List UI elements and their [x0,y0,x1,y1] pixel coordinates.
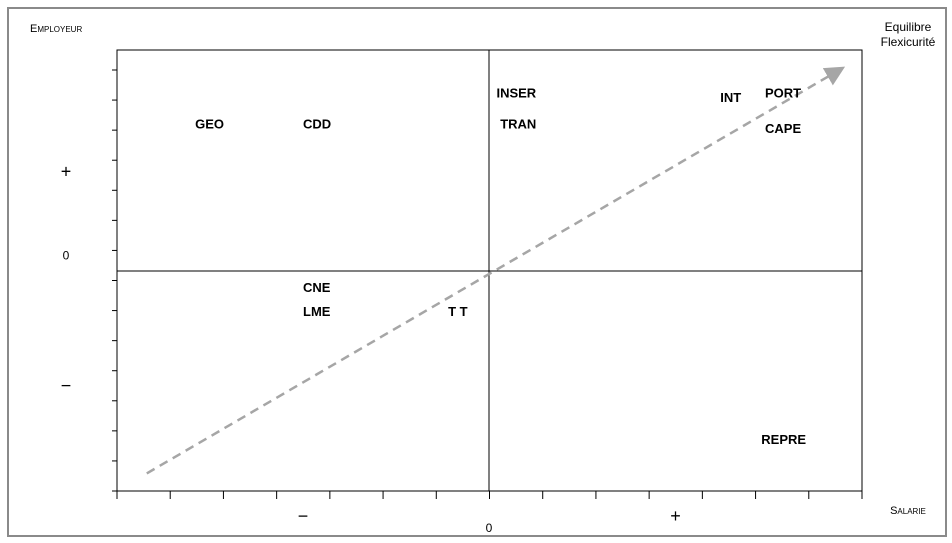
y-axis-mark: + [61,162,72,182]
y-tick-group [112,69,117,492]
point-label-lme: LME [303,304,331,319]
point-label-geo: GEO [195,117,224,132]
x-axis-mark: − [298,506,309,526]
x-tick-group [116,491,863,499]
chart-border [7,7,947,537]
point-label-port: PORT [765,86,801,101]
flexicurity-label: Flexicurité [881,35,936,49]
point-label-repre: REPRE [761,432,806,447]
point-label-cne: CNE [303,280,331,295]
point-label-tt: T T [448,304,468,319]
point-label-cape: CAPE [765,121,801,136]
employee-axis-title: Salarie [890,505,926,517]
point-label-inser: INSER [496,86,536,101]
x-axis-mark: 0 [486,521,493,535]
y-axis-mark: − [61,375,72,395]
point-label-int: INT [720,90,741,105]
point-label-tran: TRAN [500,117,536,132]
point-labels: GEO CDD INSER TRAN INT PORT CAPE CNE LME T T REPRE [195,86,806,447]
employer-axis-title: Employeur [30,23,82,35]
x-axis-mark: + [670,506,681,526]
point-label-cdd: CDD [303,117,331,132]
y-axis-mark: 0 [63,248,70,262]
equilibrium-label: Equilibre [885,20,932,34]
axis-mark-labels: +0 − − 0 + [61,162,681,535]
